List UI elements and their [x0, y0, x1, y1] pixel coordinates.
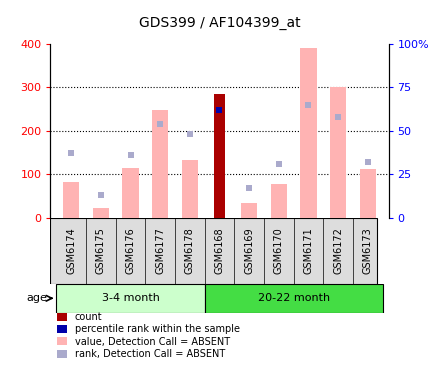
Text: GSM6168: GSM6168 [214, 227, 224, 274]
Text: GSM6178: GSM6178 [184, 227, 194, 274]
Text: 3-4 month: 3-4 month [101, 293, 159, 303]
Text: GSM6169: GSM6169 [244, 227, 254, 274]
Text: age: age [27, 293, 48, 303]
Bar [152, 110, 168, 218]
Bar [204, 284, 381, 313]
Bar [240, 202, 257, 218]
Text: GSM6172: GSM6172 [332, 227, 343, 274]
Text: GSM6170: GSM6170 [273, 227, 283, 274]
Bar [63, 182, 79, 218]
Bar [270, 184, 286, 218]
Text: GSM6175: GSM6175 [95, 227, 106, 274]
Bar [359, 169, 375, 218]
Text: GSM6171: GSM6171 [303, 227, 313, 274]
Legend: count, percentile rank within the sample, value, Detection Call = ABSENT, rank, : count, percentile rank within the sample… [55, 310, 241, 361]
Bar [92, 208, 109, 218]
Bar [181, 160, 198, 218]
Bar [122, 168, 138, 218]
Text: GSM6176: GSM6176 [125, 227, 135, 274]
Text: GSM6174: GSM6174 [66, 227, 76, 274]
Text: GSM6177: GSM6177 [155, 227, 165, 274]
Bar [300, 48, 316, 218]
Text: 20-22 month: 20-22 month [257, 293, 329, 303]
Bar [57, 284, 204, 313]
Bar [213, 94, 225, 218]
Text: GSM6173: GSM6173 [362, 227, 372, 274]
Text: GDS399 / AF104399_at: GDS399 / AF104399_at [138, 16, 300, 30]
Bar [329, 87, 346, 218]
